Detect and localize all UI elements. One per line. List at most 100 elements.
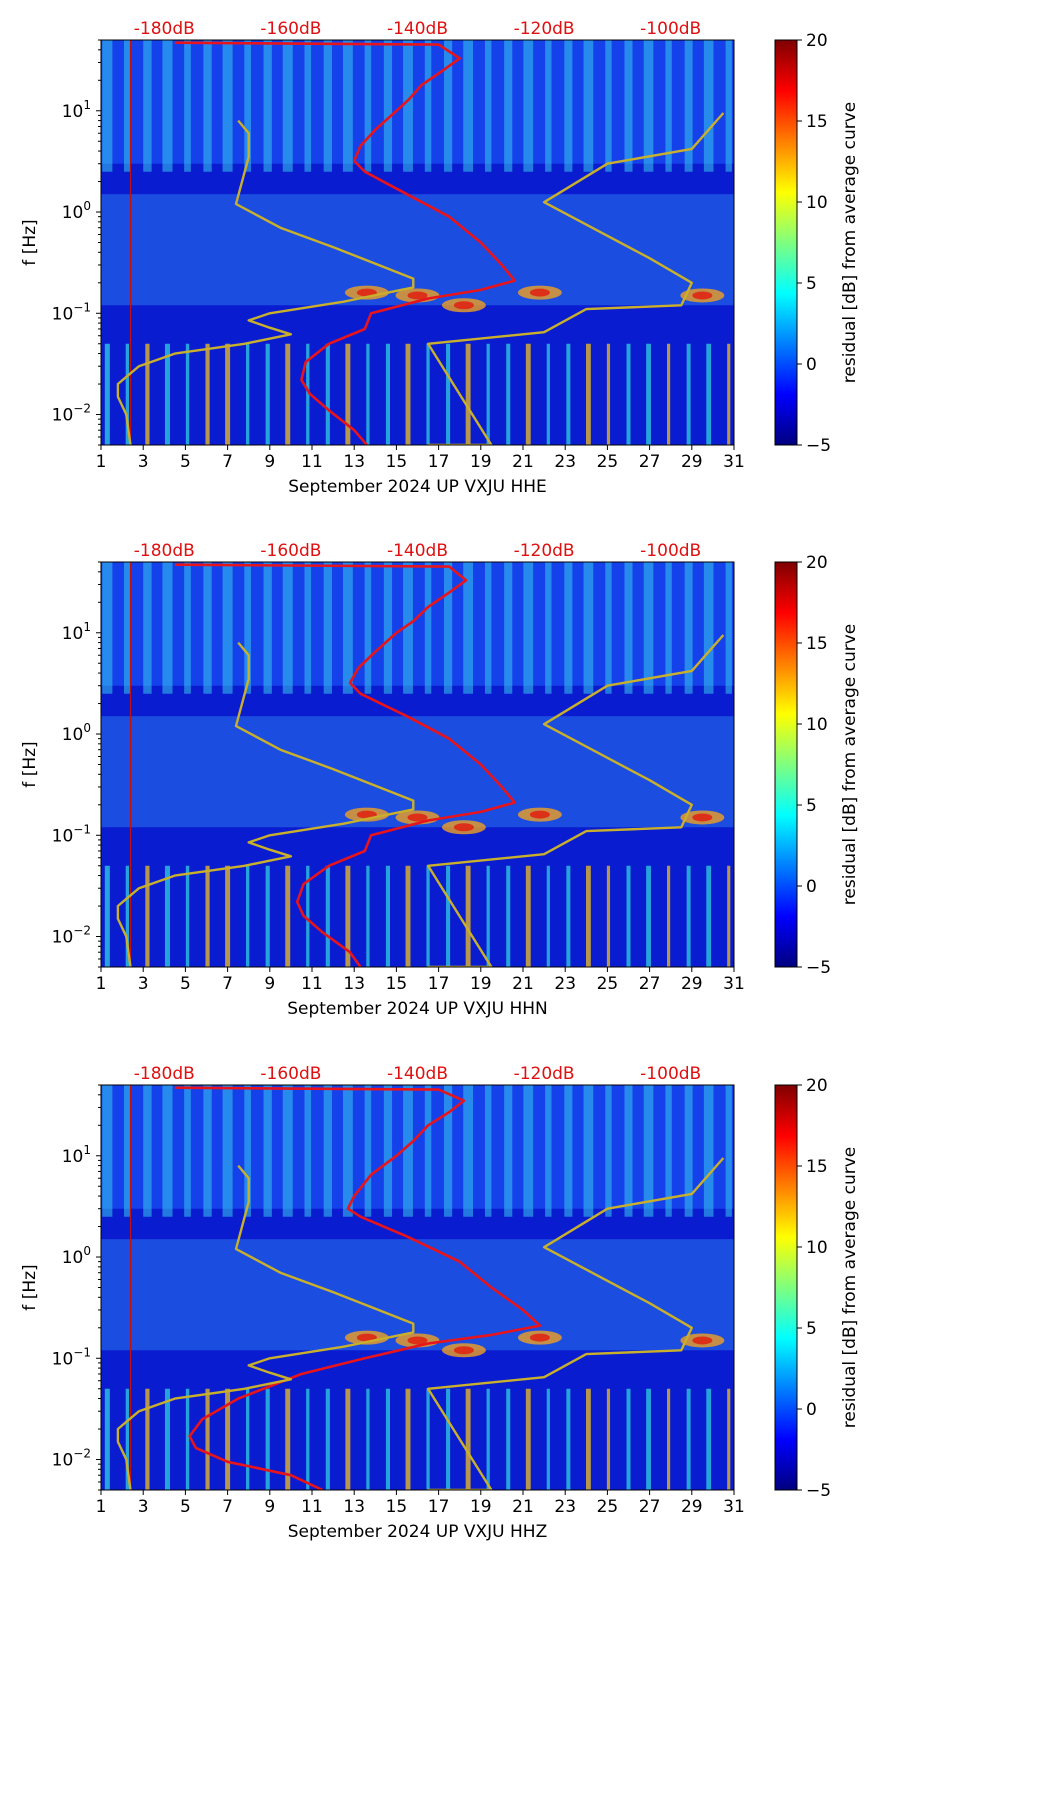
y-tick-label: 100 bbox=[62, 721, 91, 745]
microseism-streak bbox=[245, 865, 250, 967]
daily-streak bbox=[403, 562, 413, 694]
colorbar-tick-label: 0 bbox=[806, 1400, 817, 1420]
daily-streak bbox=[222, 1085, 233, 1217]
y-axis-label: f [Hz] bbox=[20, 1264, 40, 1310]
x-tick-label: 1 bbox=[96, 1497, 107, 1517]
x-tick-label: 3 bbox=[138, 1497, 149, 1517]
daily-streak bbox=[504, 40, 513, 172]
daily-streak bbox=[143, 40, 152, 172]
daily-streak bbox=[162, 1085, 173, 1217]
microseism-band bbox=[101, 716, 734, 828]
microseism-streak bbox=[345, 1388, 351, 1490]
daily-streak bbox=[184, 562, 191, 694]
y-axis-label: f [Hz] bbox=[20, 219, 40, 265]
daily-streak bbox=[244, 1085, 251, 1217]
x-tick-label: 23 bbox=[554, 452, 576, 472]
colorbar-label: residual [dB] from average curve bbox=[840, 1147, 860, 1428]
daily-streak bbox=[523, 562, 534, 694]
daily-streak bbox=[342, 562, 353, 694]
microseism-streak bbox=[686, 1388, 691, 1490]
panel-1: 1 3 5 7 9 11 13 15 17 19 21 23 25 27 29 3110110010−110−… bbox=[20, 19, 860, 497]
y-tick-base: 10 bbox=[62, 624, 84, 644]
colorbar-tick-label: 0 bbox=[806, 355, 817, 375]
y-tick-exponent: −2 bbox=[73, 924, 91, 938]
top-db-label: -120dB bbox=[514, 19, 575, 39]
y-tick-label: 10−2 bbox=[52, 1447, 91, 1471]
daily-streak bbox=[463, 1085, 474, 1217]
storm-core bbox=[453, 301, 474, 310]
panel-2: 1 3 5 7 9 11 13 15 17 19 21 23 25 27 29 3110110010−110−… bbox=[20, 541, 860, 1019]
daily-streak bbox=[725, 40, 732, 172]
microseism-streak bbox=[306, 343, 310, 445]
y-tick-base: 10 bbox=[62, 102, 84, 122]
storm-core bbox=[529, 288, 550, 297]
colorbar-tick-label: 15 bbox=[806, 634, 828, 654]
y-tick-exponent: −1 bbox=[73, 822, 91, 836]
y-tick-base: 10 bbox=[52, 928, 74, 948]
x-tick-label: 15 bbox=[386, 452, 408, 472]
colorbar: 20 15 10 5 0 −5 residual [dB] from average cur… bbox=[774, 553, 860, 978]
y-tick-base: 10 bbox=[52, 826, 74, 846]
hf-band bbox=[101, 40, 734, 164]
microseism-streak bbox=[667, 865, 671, 967]
daily-streak bbox=[684, 1085, 693, 1217]
daily-streak bbox=[184, 1085, 191, 1217]
daily-streak bbox=[203, 562, 212, 694]
daily-streak bbox=[323, 562, 332, 694]
y-tick-exponent: 1 bbox=[83, 1143, 91, 1157]
daily-streak bbox=[282, 562, 293, 694]
microseism-streak bbox=[646, 865, 651, 967]
day-length-curve bbox=[116, 1157, 725, 1490]
y-tick-base: 10 bbox=[62, 725, 84, 745]
top-db-label: -160dB bbox=[260, 1064, 321, 1084]
microseism-streak bbox=[446, 865, 451, 967]
x-tick-label: 27 bbox=[639, 1497, 661, 1517]
x-tick-label: 25 bbox=[597, 974, 619, 994]
y-tick-label: 10−1 bbox=[52, 822, 91, 846]
daily-streak bbox=[583, 40, 594, 172]
day-length-curve bbox=[116, 112, 725, 445]
top-db-label: -160dB bbox=[260, 541, 321, 561]
storm-core bbox=[356, 1333, 377, 1342]
daily-streak bbox=[203, 1085, 212, 1217]
daily-streak bbox=[665, 40, 672, 172]
daily-streak bbox=[545, 1085, 552, 1217]
daily-streak bbox=[263, 1085, 272, 1217]
microseism-streak bbox=[125, 343, 130, 445]
colorbar: 20 15 10 5 0 −5 residual [dB] from average cur… bbox=[774, 1076, 860, 1501]
x-tick-label: 7 bbox=[222, 452, 233, 472]
microseism-streak bbox=[405, 1388, 411, 1490]
x-axis-label: September 2024 UP VXJU HHE bbox=[288, 477, 547, 497]
daily-streak bbox=[143, 1085, 152, 1217]
x-tick-label: 13 bbox=[343, 1497, 365, 1517]
microseism-streak bbox=[145, 865, 150, 967]
microseism-streak bbox=[626, 865, 631, 967]
daily-streak bbox=[665, 1085, 672, 1217]
daily-streak bbox=[383, 562, 393, 694]
colorbar-gradient bbox=[774, 561, 798, 968]
top-db-label: -100dB bbox=[640, 1064, 701, 1084]
daily-streak bbox=[624, 40, 633, 172]
y-tick-exponent: −1 bbox=[73, 300, 91, 314]
microseism-streak bbox=[345, 865, 351, 967]
y-tick-base: 10 bbox=[52, 1349, 74, 1369]
y-tick-exponent: −2 bbox=[73, 402, 91, 416]
daily-streak bbox=[624, 1085, 633, 1217]
colorbar-tick-label: 5 bbox=[806, 796, 817, 816]
daily-streak bbox=[444, 40, 453, 172]
microseism-streak bbox=[385, 865, 391, 967]
y-axis-label: f [Hz] bbox=[20, 741, 40, 787]
microseism-streak bbox=[585, 865, 591, 967]
x-tick-label: 5 bbox=[180, 452, 191, 472]
daily-streak bbox=[342, 1085, 353, 1217]
microseism-streak bbox=[205, 865, 210, 967]
x-tick-label: 5 bbox=[180, 974, 191, 994]
daily-streak bbox=[605, 1085, 612, 1217]
daily-streak bbox=[605, 562, 612, 694]
microseism-streak bbox=[706, 1388, 712, 1490]
microseism-streak bbox=[727, 343, 731, 445]
microseism-streak bbox=[185, 865, 190, 967]
daily-streak bbox=[124, 562, 131, 694]
microseism-streak bbox=[245, 1388, 250, 1490]
